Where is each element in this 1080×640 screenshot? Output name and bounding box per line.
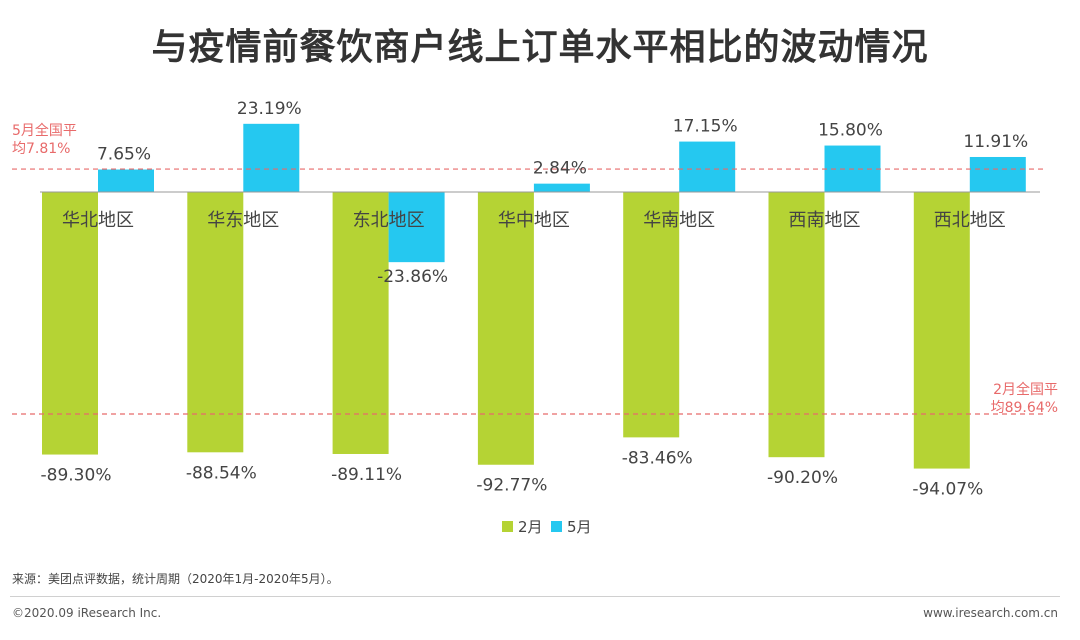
data-label-feb-3: -92.77% [476, 476, 547, 496]
category-label-3: 华中地区 [498, 210, 570, 231]
bar-feb-1 [187, 192, 244, 453]
bar-feb-0 [42, 192, 98, 455]
bar-may-3 [533, 183, 590, 192]
chart-title: 与疫情前餐饮商户线上订单水平相比的波动情况 [151, 27, 929, 68]
legend-swatch-feb [502, 521, 513, 532]
bar-feb-6 [913, 192, 970, 469]
data-label-may-5: 15.80% [818, 121, 883, 141]
legend-swatch-may [551, 521, 562, 532]
category-label-4: 华南地区 [643, 210, 715, 231]
bar-may-2 [388, 192, 445, 263]
data-label-feb-4: -83.46% [622, 448, 693, 468]
data-label-may-0: 7.65% [97, 145, 151, 165]
average-label-1-b: 均89.64% [991, 400, 1058, 416]
bar-may-0 [98, 169, 154, 192]
average-label-0-b: 均7.81% [12, 141, 70, 157]
data-label-may-3: 2.84% [533, 159, 587, 179]
bar-feb-5 [768, 192, 825, 458]
average-label-1-a: 2月全国平 [993, 381, 1058, 398]
copyright: ©2020.09 iResearch Inc. [12, 606, 162, 620]
website-link[interactable]: www.iresearch.com.cn [923, 606, 1058, 620]
footer-divider [10, 596, 1060, 597]
average-label-0-a: 5月全国平 [12, 122, 77, 139]
source-note: 来源：美团点评数据，统计周期（2020年1月-2020年5月）。 [12, 572, 339, 586]
data-label-feb-1: -88.54% [186, 463, 257, 483]
legend-label-feb: 2月 [518, 518, 543, 536]
data-label-may-4: 17.15% [673, 117, 738, 137]
category-label-6: 西北地区 [934, 210, 1006, 231]
bar-feb-4 [623, 192, 680, 438]
bar-may-6 [969, 156, 1026, 192]
data-label-feb-6: -94.07% [912, 480, 983, 500]
category-label-2: 东北地区 [353, 210, 425, 231]
data-label-feb-5: -90.20% [767, 468, 838, 488]
bar-may-1 [243, 123, 300, 192]
data-label-feb-2: -89.11% [331, 465, 402, 485]
legend-label-may: 5月 [567, 518, 592, 536]
data-label-may-6: 11.91% [963, 132, 1028, 152]
category-label-1: 华东地区 [207, 210, 279, 231]
data-label-may-2: -23.86% [377, 267, 448, 287]
bar-feb-3 [477, 192, 534, 465]
data-label-may-1: 23.19% [237, 99, 302, 119]
bar-may-4 [679, 141, 736, 192]
category-label-5: 西南地区 [789, 210, 861, 231]
bar-feb-2 [332, 192, 389, 454]
data-label-feb-0: -89.30% [41, 466, 112, 486]
category-label-0: 华北地区 [62, 210, 134, 231]
